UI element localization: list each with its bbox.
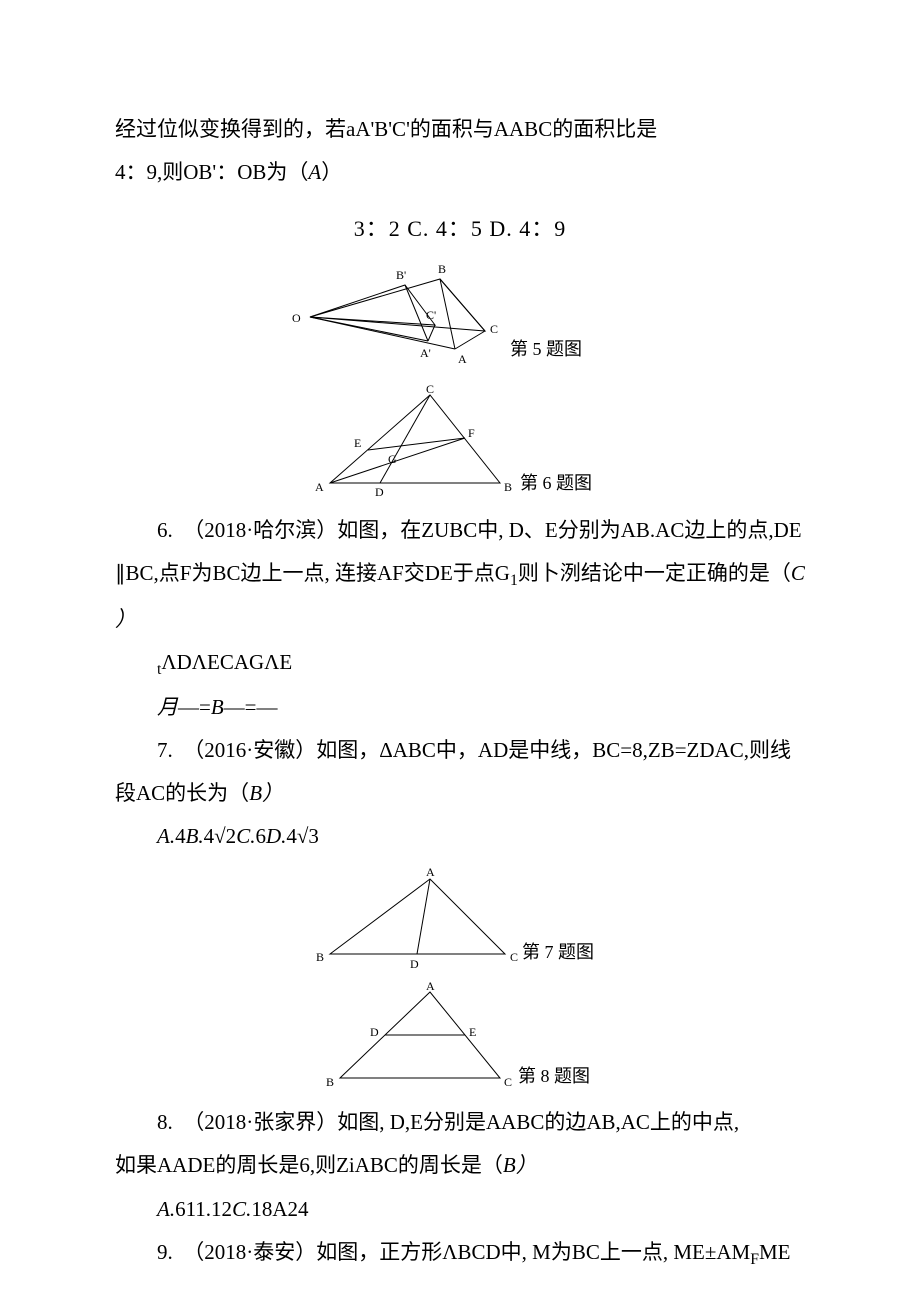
q8-C: C.	[232, 1197, 251, 1221]
q9-prefix: 9. （2018·泰安）如图，正方形ΛBCD中, M为BC上一点, ME±AM	[157, 1240, 750, 1264]
q8-Cv: 18A24	[251, 1197, 308, 1221]
fig6-B: B	[504, 480, 512, 494]
fig5-B: B	[438, 262, 446, 276]
q5-options: 3：2 C. 4：5 D. 4：9	[115, 206, 805, 251]
q7-Bv: 4√2	[204, 824, 237, 848]
fig6-C: C	[426, 383, 434, 396]
figure-7: A B C D 第 7 题图	[115, 864, 805, 974]
fig5-caption: 第 5 题图	[510, 339, 582, 359]
fig5-Bp: B'	[396, 268, 406, 282]
q8-line1: 8. （2018·张家界）如图, D,E分别是AABC的边AB,AC上的中点,	[115, 1101, 805, 1144]
q6-l2-a: ∥BC,点F为BC边上一点, 连接AF交DE于点G	[115, 561, 510, 585]
q6-sub-line1: tΛDΛECAGΛE	[115, 641, 805, 686]
fig7-C: C	[510, 950, 518, 964]
fig7-B: B	[316, 950, 324, 964]
intro2-prefix: 4：9,则OB'：OB为（	[115, 160, 308, 184]
q7-answer: B	[249, 781, 262, 805]
fig8-B: B	[326, 1075, 334, 1089]
q6-sub2-a: 月	[157, 695, 178, 719]
q6-line2: ∥BC,点F为BC边上一点, 连接AF交DE于点G1则卜洌结论中一定正确的是（C	[115, 552, 805, 597]
fig5-A: A	[458, 352, 467, 366]
figure-8: A B C D E 第 8 题图	[115, 980, 805, 1095]
q6-sub2-b: —=	[178, 695, 211, 719]
q6-sub2-c: B	[211, 695, 224, 719]
q7-C: C.	[236, 824, 255, 848]
q6-sub-text: ΛDΛECAGΛE	[161, 650, 292, 674]
fig7-caption: 第 7 题图	[522, 942, 594, 962]
fig8-D: D	[370, 1025, 379, 1039]
fig6-D: D	[375, 485, 384, 499]
q8-suffix: ）	[516, 1153, 537, 1177]
intro-line-1: 经过位似变换得到的，若aA'B'C'的面积与AABC的面积比是	[115, 108, 805, 151]
q7-Av: 4	[175, 824, 186, 848]
q6-sub2-d: —=—	[224, 695, 278, 719]
fig7-A: A	[426, 865, 435, 879]
q7-A: A.	[157, 824, 175, 848]
fig8-E: E	[469, 1025, 476, 1039]
figure-6: A B C E F G D 第 6 题图	[115, 383, 805, 503]
q8-A: A.	[157, 1197, 175, 1221]
intro2-answer: A	[308, 160, 321, 184]
q6-suffix: ）	[115, 607, 136, 631]
q7-line1: 7. （2016·安徽）如图，ΔABC中，AD是中线，BC=8,ZB=ZDAC,…	[115, 729, 805, 772]
q9-suffix: ME	[759, 1240, 791, 1264]
q7-D: D.	[266, 824, 286, 848]
q6-sub-line2: 月—=B—=—	[115, 686, 805, 729]
q7-l2-prefix: 段AC的长为（	[115, 781, 249, 805]
q6-line3: ）	[115, 598, 805, 641]
q6-line1: 6. （2018·哈尔滨）如图，在ZUBC中, D、E分别为AB.AC边上的点,…	[115, 509, 805, 552]
fig5-C: C	[490, 322, 498, 336]
fig6-caption: 第 6 题图	[520, 473, 592, 493]
fig8-A: A	[426, 980, 435, 993]
fig5-Cp: C'	[426, 308, 436, 322]
fig6-E: E	[354, 436, 361, 450]
fig5-Ap: A'	[420, 346, 431, 360]
q7-Cv: 6	[255, 824, 266, 848]
fig6-F: F	[468, 426, 475, 440]
q9-sub: F	[750, 1251, 759, 1268]
fig8-C: C	[504, 1075, 512, 1089]
q8-options: A.611.12C.18A24	[115, 1188, 805, 1231]
intro-line-2: 4：9,则OB'：OB为（A）	[115, 151, 805, 194]
q8-answer: B	[503, 1153, 516, 1177]
fig5-O: O	[292, 311, 301, 325]
q8-Av: 611.12	[175, 1197, 232, 1221]
q7-Dv: 4√3	[286, 824, 319, 848]
figure-5: O B' B C C' A' A 第 5 题图	[115, 257, 805, 377]
fig6-A: A	[315, 480, 324, 494]
q9-line1: 9. （2018·泰安）如图，正方形ΛBCD中, M为BC上一点, ME±AMF…	[115, 1231, 805, 1276]
q7-suffix: ）	[262, 781, 283, 805]
q8-l2-prefix: 如果AADE的周长是6,则ZiABC的周长是（	[115, 1153, 503, 1177]
fig7-D: D	[410, 957, 419, 971]
q6-l2-sub: 1	[510, 572, 518, 589]
intro2-suffix: ）	[321, 160, 342, 184]
fig6-G: G	[388, 452, 397, 466]
q6-answer: C	[791, 561, 805, 585]
q6-l2-mid: 则卜洌结论中一定正确的是（	[518, 561, 791, 585]
q7-line2: 段AC的长为（B）	[115, 772, 805, 815]
q7-B: B.	[186, 824, 204, 848]
q8-line2: 如果AADE的周长是6,则ZiABC的周长是（B）	[115, 1144, 805, 1187]
q7-options: A.4B.4√2C.6D.4√3	[115, 815, 805, 858]
fig8-caption: 第 8 题图	[518, 1066, 590, 1086]
